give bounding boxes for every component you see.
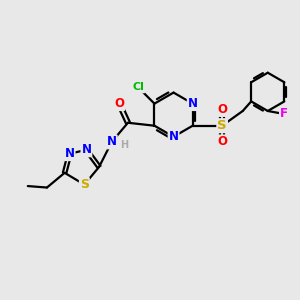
Text: N: N (81, 143, 92, 156)
Text: N: N (64, 147, 75, 160)
Text: O: O (217, 135, 227, 148)
Text: N: N (188, 97, 198, 110)
Text: F: F (280, 107, 288, 120)
Text: N: N (107, 135, 117, 148)
Text: O: O (217, 103, 227, 116)
Text: S: S (80, 178, 89, 191)
Text: N: N (169, 130, 178, 143)
Text: S: S (217, 119, 227, 132)
Text: H: H (120, 140, 128, 150)
Text: O: O (114, 97, 124, 110)
Text: Cl: Cl (132, 82, 144, 92)
